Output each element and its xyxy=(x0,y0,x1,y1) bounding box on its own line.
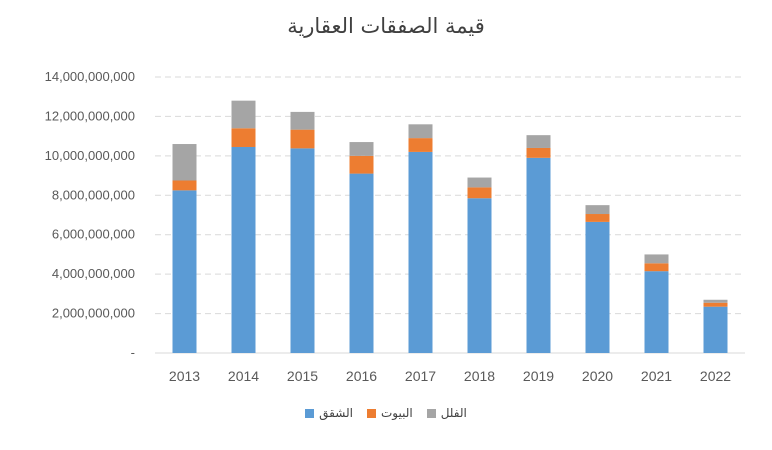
bar-segment-houses xyxy=(585,214,610,222)
bar-segment-villas xyxy=(408,124,433,139)
legend-label-villas: الفلل xyxy=(440,406,467,420)
bar-segment-apartments xyxy=(408,151,433,353)
bar-segment-villas xyxy=(526,135,551,148)
bar-segment-houses xyxy=(349,155,374,174)
legend-label-apartments: الشقق xyxy=(319,406,353,420)
x-tick-label: 2013 xyxy=(169,368,200,384)
legend-item-apartments: الشقق xyxy=(305,406,353,420)
x-tick-label: 2015 xyxy=(287,368,318,384)
bar-segment-villas xyxy=(644,254,669,264)
legend-item-villas: الفلل xyxy=(426,406,467,420)
bar-segment-villas xyxy=(231,100,256,129)
bar-segment-houses xyxy=(172,180,197,191)
y-tick-label: 2,000,000,000 xyxy=(52,306,135,321)
x-tick-label: 2014 xyxy=(228,368,259,384)
bar-segment-villas xyxy=(703,299,728,303)
legend-swatch-apartments xyxy=(305,408,315,418)
bar-segment-houses xyxy=(467,187,492,199)
bar-segment-apartments xyxy=(644,271,669,353)
bar-segment-villas xyxy=(585,205,610,215)
bar-segment-apartments xyxy=(585,221,610,353)
bar-segment-houses xyxy=(644,263,669,272)
bar-segment-villas xyxy=(290,111,315,130)
legend: الشقق البيوت الفلل xyxy=(0,406,772,420)
x-tick-label: 2020 xyxy=(582,368,613,384)
legend-item-houses: البيوت xyxy=(366,406,413,420)
bar-segment-houses xyxy=(703,302,728,307)
y-tick-label: - xyxy=(131,345,135,360)
bar-segment-villas xyxy=(467,177,492,188)
y-tick-label: 8,000,000,000 xyxy=(52,187,135,202)
bar-segment-houses xyxy=(526,147,551,158)
bar-segment-apartments xyxy=(703,306,728,353)
y-tick-label: 4,000,000,000 xyxy=(52,266,135,281)
y-tick-label: 14,000,000,000 xyxy=(45,69,135,84)
bar-segment-houses xyxy=(290,129,315,149)
legend-swatch-villas xyxy=(426,408,436,418)
x-tick-label: 2016 xyxy=(346,368,377,384)
bar-segment-apartments xyxy=(290,148,315,353)
y-tick-label: 10,000,000,000 xyxy=(45,148,135,163)
bar-segment-villas xyxy=(349,142,374,156)
legend-label-houses: البيوت xyxy=(380,406,413,420)
y-tick-label: 6,000,000,000 xyxy=(52,227,135,242)
x-tick-label: 2021 xyxy=(641,368,672,384)
y-tick-label: 12,000,000,000 xyxy=(45,108,135,123)
x-tick-label: 2019 xyxy=(523,368,554,384)
bar-segment-houses xyxy=(408,138,433,152)
chart-title: قيمة الصفقات العقارية xyxy=(287,14,485,38)
bar-segment-houses xyxy=(231,128,256,147)
x-tick-label: 2017 xyxy=(405,368,436,384)
x-tick-label: 2022 xyxy=(700,368,731,384)
bar-segment-apartments xyxy=(231,146,256,353)
bar-segment-apartments xyxy=(467,198,492,353)
bar-segment-apartments xyxy=(172,190,197,353)
x-tick-label: 2018 xyxy=(464,368,495,384)
bar-segment-apartments xyxy=(526,157,551,353)
legend-swatch-houses xyxy=(366,408,376,418)
bar-segment-villas xyxy=(172,144,197,181)
bar-segment-apartments xyxy=(349,173,374,353)
